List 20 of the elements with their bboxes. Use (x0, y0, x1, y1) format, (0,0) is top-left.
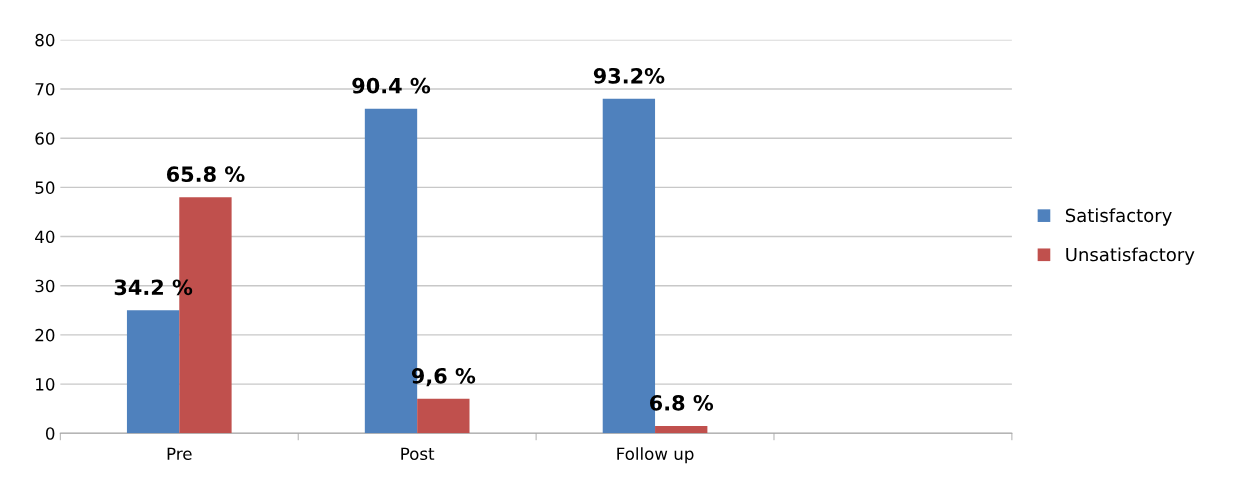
y-tick-label: 10 (36, 378, 55, 391)
y-tick-label: 0 (45, 427, 55, 440)
annotation: 93.2% (593, 67, 665, 84)
y-tick-label: 80 (35, 33, 55, 47)
annotation: 65.8 % (166, 166, 245, 183)
x-tick-label: Post (401, 447, 435, 461)
y-tick-label: 50 (35, 181, 55, 194)
y-tick-label: 60 (35, 132, 55, 145)
bar (126, 310, 180, 434)
y-tick-label: 70 (35, 82, 55, 96)
legend-label: Satisfactory (1065, 208, 1172, 226)
legend-label: Unsatisfactory (1066, 247, 1195, 265)
y-tick-label: 40 (35, 230, 55, 244)
y-tick-label: 20 (35, 328, 55, 342)
bar (655, 425, 708, 434)
y-tick-label: 30 (35, 279, 55, 293)
x-tick-label: Follow up (617, 447, 694, 464)
annotation: 90.4 % (352, 77, 431, 94)
bar (417, 398, 470, 434)
x-tick-label: Pre (167, 447, 192, 461)
